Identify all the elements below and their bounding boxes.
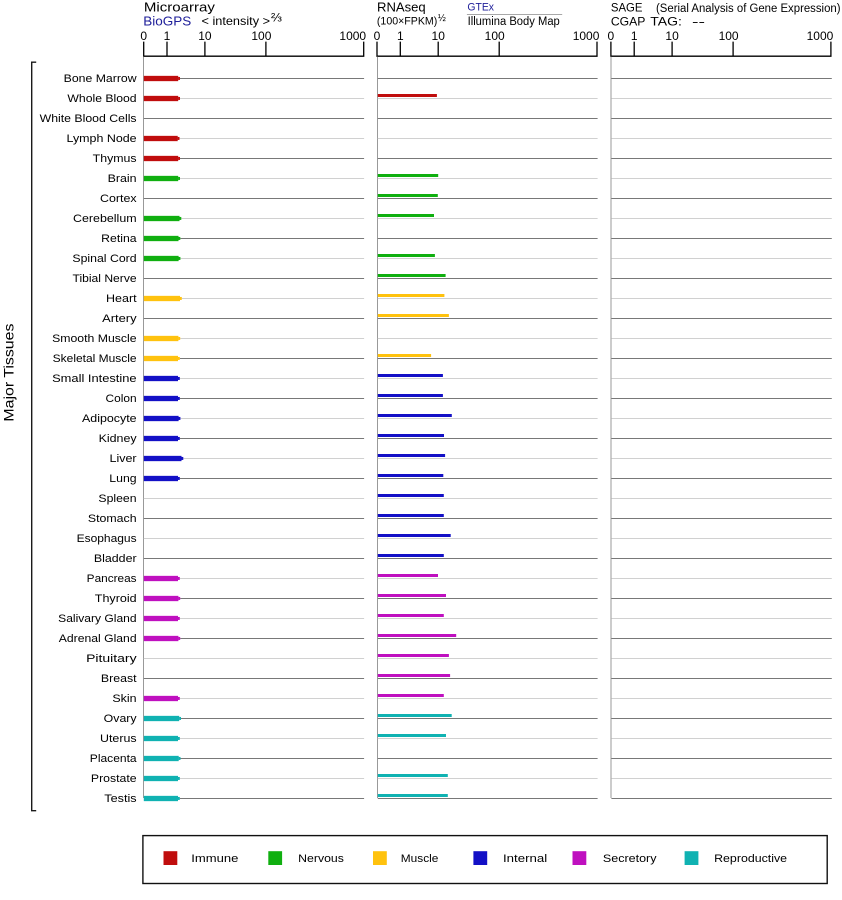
svg-text:Stomach: Stomach (88, 513, 137, 525)
svg-text:Prostate: Prostate (91, 773, 137, 785)
svg-text:Heart: Heart (106, 293, 137, 305)
svg-text:RNAseq: RNAseq (377, 0, 426, 15)
svg-text:Small Intestine: Small Intestine (52, 373, 137, 385)
svg-text:Whole Blood: Whole Blood (67, 93, 136, 105)
svg-text:Bone Marrow: Bone Marrow (64, 73, 137, 85)
svg-text:½: ½ (438, 13, 447, 24)
svg-text:Spinal Cord: Spinal Cord (72, 253, 136, 265)
svg-text:Placenta: Placenta (90, 753, 138, 765)
svg-text:< intensity >: < intensity > (202, 14, 271, 28)
svg-text:10: 10 (198, 29, 212, 43)
svg-text:Kidney: Kidney (99, 433, 138, 445)
svg-text:100: 100 (251, 29, 271, 43)
svg-text:(100×FPKM): (100×FPKM) (377, 16, 437, 28)
svg-text:Adipocyte: Adipocyte (82, 413, 137, 425)
svg-text:Artery: Artery (102, 313, 137, 325)
svg-text:Cerebellum: Cerebellum (73, 213, 137, 225)
svg-text:1: 1 (397, 29, 404, 43)
svg-text:Uterus: Uterus (100, 733, 137, 745)
svg-text:1000: 1000 (573, 29, 600, 43)
svg-text:Spleen: Spleen (98, 493, 136, 505)
svg-text:100: 100 (719, 29, 739, 43)
svg-text:0: 0 (374, 29, 381, 43)
svg-text:Reproductive: Reproductive (714, 853, 787, 865)
svg-text:1: 1 (164, 29, 171, 43)
svg-text:Illumina Body Map: Illumina Body Map (468, 16, 560, 28)
svg-text:Major Tissues: Major Tissues (1, 324, 17, 422)
svg-text:Salivary Gland: Salivary Gland (58, 613, 136, 625)
svg-text:Tibial Nerve: Tibial Nerve (73, 273, 137, 285)
svg-text:Skin: Skin (112, 693, 136, 705)
svg-text:(Serial Analysis of Gene Expre: (Serial Analysis of Gene Expression) (656, 3, 841, 15)
svg-text:1000: 1000 (339, 29, 366, 43)
svg-text:Liver: Liver (110, 453, 137, 465)
svg-text:Cortex: Cortex (100, 193, 137, 205)
svg-text:Ovary: Ovary (104, 713, 137, 725)
svg-text:BioGPS: BioGPS (143, 15, 191, 29)
svg-text:Smooth Muscle: Smooth Muscle (52, 333, 137, 345)
svg-text:Lung: Lung (109, 473, 136, 485)
svg-text:CGAP: CGAP (611, 14, 646, 28)
svg-text:Skeletal Muscle: Skeletal Muscle (53, 353, 137, 365)
svg-text:Pituitary: Pituitary (86, 653, 137, 665)
svg-text:Microarray: Microarray (144, 0, 216, 15)
svg-text:0: 0 (608, 29, 615, 43)
svg-text:10: 10 (432, 29, 446, 43)
svg-text:Breast: Breast (101, 673, 137, 685)
svg-text:0: 0 (140, 29, 147, 43)
svg-text:Brain: Brain (108, 173, 137, 185)
svg-text:Lymph Node: Lymph Node (67, 133, 137, 145)
svg-text:1: 1 (631, 29, 638, 43)
svg-text:Thyroid: Thyroid (95, 593, 137, 605)
svg-text:1000: 1000 (807, 29, 834, 43)
svg-text:Pancreas: Pancreas (87, 573, 137, 585)
svg-text:Colon: Colon (106, 393, 137, 405)
svg-text:⅔: ⅔ (271, 10, 282, 24)
svg-text:Nervous: Nervous (298, 853, 344, 865)
svg-text:SAGE: SAGE (611, 1, 643, 15)
svg-text:GTEx: GTEx (467, 2, 494, 14)
svg-text:Thymus: Thymus (93, 153, 137, 165)
svg-text:TAG:: TAG: (650, 14, 682, 28)
svg-text:Esophagus: Esophagus (77, 533, 138, 545)
svg-text:10: 10 (665, 29, 679, 43)
svg-text:Testis: Testis (104, 793, 137, 805)
svg-text:--: -- (692, 14, 705, 28)
svg-text:Muscle: Muscle (401, 853, 439, 865)
svg-text:Immune: Immune (191, 853, 238, 865)
svg-text:Bladder: Bladder (94, 553, 137, 565)
svg-text:Adrenal Gland: Adrenal Gland (59, 633, 137, 645)
svg-text:White Blood Cells: White Blood Cells (40, 113, 138, 125)
svg-text:Retina: Retina (101, 233, 137, 245)
svg-text:Secretory: Secretory (603, 853, 657, 865)
svg-text:Internal: Internal (503, 853, 547, 865)
svg-text:100: 100 (485, 29, 505, 43)
